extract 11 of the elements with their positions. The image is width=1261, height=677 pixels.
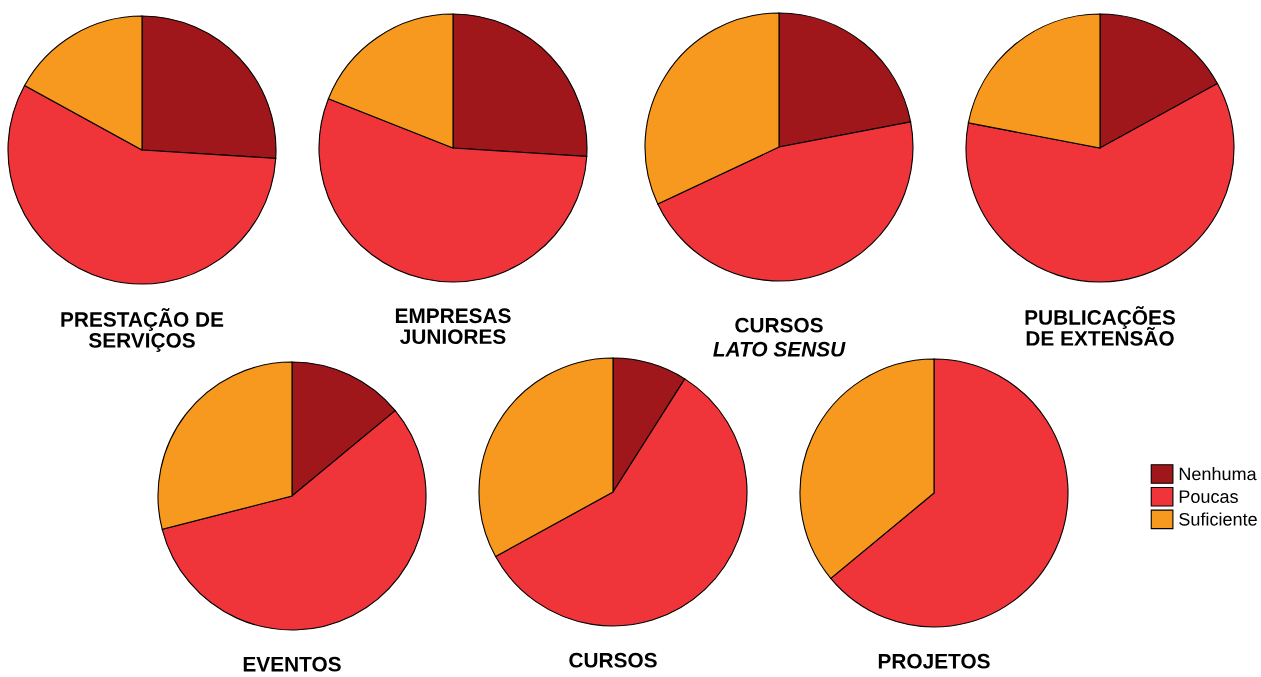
text: PRESTAÇÃO DE SERVIÇOS bbox=[61, 308, 224, 352]
text: EMPRESAS JUNIORES bbox=[395, 308, 511, 345]
text: LATO SENSU bbox=[713, 341, 846, 357]
text: CURSOS bbox=[735, 317, 823, 333]
text: PROJETOS bbox=[878, 653, 990, 669]
text: CURSOS bbox=[569, 652, 657, 668]
text: PUBLICAÇÕES DE EXTENSÃO bbox=[1025, 306, 1175, 346]
text: EVENTOS bbox=[243, 656, 341, 672]
legend-label: Nenhuma bbox=[1179, 467, 1257, 481]
legend-label: Suficiente bbox=[1179, 512, 1257, 526]
legend-label: Poucas bbox=[1179, 490, 1238, 503]
